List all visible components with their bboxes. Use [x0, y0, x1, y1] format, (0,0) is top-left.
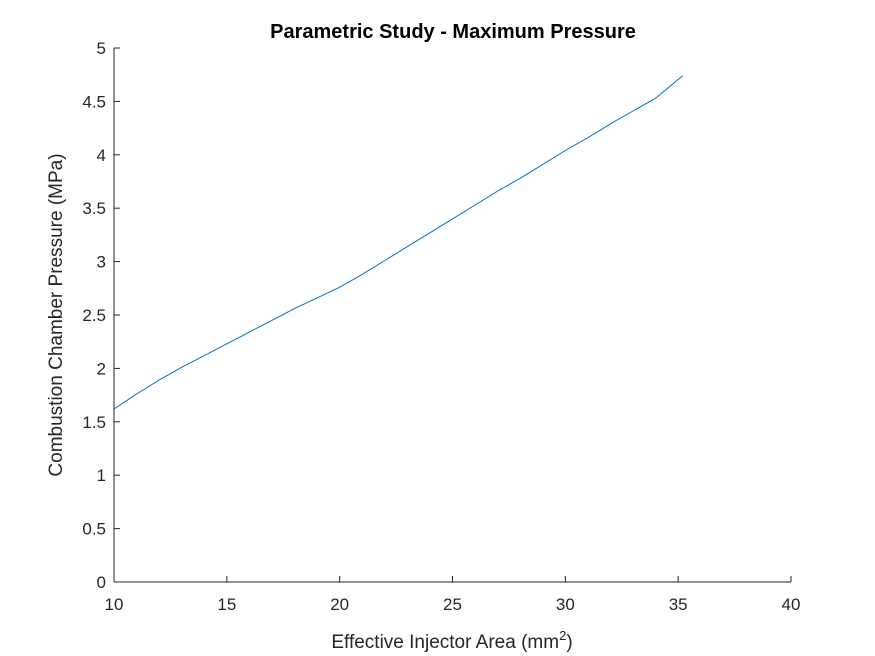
x-tick-label: 20	[330, 595, 349, 614]
y-tick-label: 3.5	[82, 199, 106, 218]
x-tick-label: 25	[443, 595, 462, 614]
x-tick-label: 10	[105, 595, 124, 614]
x-axis-label-superscript: 2	[559, 628, 566, 643]
y-tick-label: 4	[97, 146, 106, 165]
chart-title: Parametric Study - Maximum Pressure	[270, 21, 636, 43]
x-axis-label-text: Effective Injector Area (mm	[331, 632, 559, 653]
plot-area	[113, 75, 684, 410]
y-tick-label: 0	[97, 573, 106, 592]
y-tick-label: 1.5	[82, 413, 106, 432]
y-tick-label: 0.5	[82, 520, 106, 539]
y-ticks: 0 0.5 1 1.5 2 2.5 3 3.5 4 4.5 5	[82, 39, 120, 592]
y-tick-label: 3	[97, 253, 106, 272]
y-tick-label: 4.5	[82, 92, 106, 111]
x-tick-label: 35	[669, 595, 688, 614]
x-axis-label: Effective Injector Area (mm2)	[331, 628, 572, 653]
x-ticks: 10 15 20 25 30 35 40	[105, 576, 801, 614]
y-axis-label: Combustion Chamber Pressure (MPa)	[46, 153, 67, 476]
x-tick-label: 15	[217, 595, 236, 614]
y-tick-label: 2	[97, 359, 106, 378]
x-axis-label-end: )	[566, 632, 572, 653]
x-tick-label: 30	[556, 595, 575, 614]
y-tick-label: 2.5	[82, 306, 106, 325]
x-tick-label: 40	[782, 595, 801, 614]
y-tick-label: 5	[97, 39, 106, 58]
y-tick-label: 1	[97, 466, 106, 485]
series-line-0	[113, 75, 684, 410]
